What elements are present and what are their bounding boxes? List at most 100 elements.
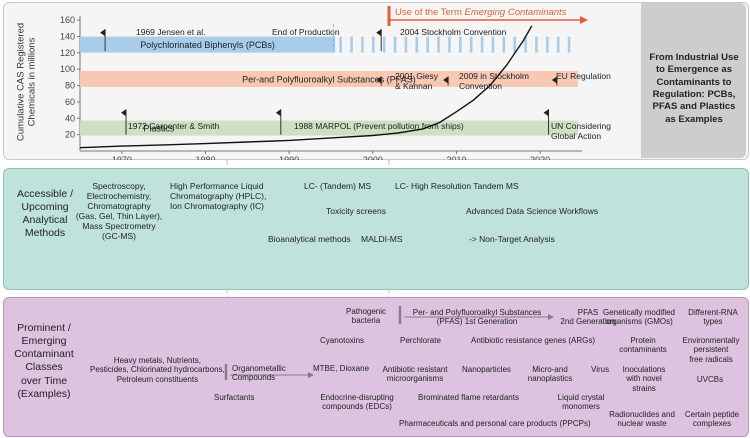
contaminant-lcm: Liquid crystal monomers (557, 393, 605, 412)
pcb-dash (524, 36, 527, 53)
event-label-6: 1972 Carpenter & Smith (128, 121, 219, 131)
pcb-dash (448, 36, 451, 53)
pcb-dash (502, 36, 506, 53)
contaminant-radionuclides: Radionuclides and nuclear waste (609, 410, 675, 429)
y-tick-label: 160 (60, 15, 75, 25)
pcb-dash (415, 36, 419, 53)
pcb-dash (361, 36, 364, 53)
contaminant-pfas-2nd: PFAS 2nd Generation (560, 308, 616, 327)
pcb-dash (437, 36, 440, 53)
pcb-dash (393, 36, 397, 53)
era-label: Use of the Term Emerging Contaminants (395, 7, 567, 18)
pcb-dash (469, 36, 473, 53)
method-toxicity-screens: Toxicity screens (326, 206, 386, 216)
event-label-4: Convention (459, 81, 502, 91)
y-tick-label: 140 (60, 31, 75, 41)
methods-panel (3, 168, 749, 290)
x-tick-label: 1990 (279, 155, 299, 160)
pcb-dash (371, 36, 375, 53)
band-2 (80, 120, 578, 136)
contaminant-inoculations: Inoculations with novel strains (622, 365, 666, 393)
y-tick-label: 80 (65, 81, 75, 91)
contaminant-uvcbs: UVCBs (696, 375, 724, 384)
side-summary-text: From Industrial Use to Emergence as Cont… (649, 52, 739, 125)
event-flag-icon-5 (551, 76, 557, 84)
contaminant-ppcps: Pharmaceuticals and personal care produc… (399, 419, 591, 428)
event-flag-icon-4 (443, 76, 449, 84)
event-label-3: & Kannan (395, 81, 433, 91)
cas-growth-chart: Use of the Term Emerging Contaminants 20… (60, 6, 611, 160)
event-label-7: 1988 MARPOL (Prevent pollution from ship… (294, 121, 464, 131)
band-1 (80, 71, 578, 87)
event-label-8: UN Considering (551, 121, 611, 131)
pcb-dash (535, 36, 538, 53)
pcb-dash (350, 36, 353, 53)
pcb-dash (480, 36, 484, 53)
x-tick-label: 2020 (530, 155, 550, 160)
pcb-dash (426, 36, 429, 53)
y-tick-label: 40 (65, 113, 75, 123)
band-label-0: Polychlorinated Biphenyls (PCBs) (140, 40, 275, 50)
event-flag-icon-7 (275, 109, 281, 117)
y-axis-label-text: Cumulative CAS Registered Chemicals in m… (15, 22, 38, 142)
contaminant-args: Antibiotic resistance genes (ARGs) (471, 336, 596, 345)
method-lc-tandem-ms: LC- (Tandem) MS (304, 181, 372, 191)
method-data-science: Advanced Data Science Workflows (466, 206, 599, 216)
contaminant-nanoparticles: Nanoparticles (462, 365, 511, 374)
contaminant-gmos: Genetically modified organisms (GMOs) (602, 308, 676, 327)
event-flag-icon-0 (100, 29, 106, 37)
contaminant-virus: Virus (591, 365, 610, 374)
contaminant-pfas-1st: Per- and Polyfluoroalkyl Substances (PFA… (412, 308, 542, 327)
event-label-0: 1969 Jensen et al. (136, 27, 205, 37)
contaminant-protein: Protein contaminants (619, 336, 667, 355)
method-hplc: High Performance Liquid Chromatography (… (170, 181, 267, 212)
contaminants-title: Prominent / Emerging Contaminant Classes… (14, 322, 74, 400)
band-0 (80, 36, 336, 53)
method-non-target: -> Non-Target Analysis (469, 234, 555, 244)
y-tick-label: 120 (60, 48, 75, 58)
contaminant-mtbe: MTBE, Dioxane (313, 364, 370, 373)
method-bioanalytical: Bioanalytical methods (268, 234, 351, 244)
band-label-1: Per-and Polyfluoroalkyl Substances (PFAS… (242, 75, 416, 85)
pcb-dash (546, 36, 549, 53)
contaminant-microplastics: Micro-and nanoplastics (527, 365, 573, 384)
event-label-5: EU Regulation (556, 71, 611, 81)
y-tick-label: 100 (60, 64, 75, 74)
event-label-8: Global Action (551, 131, 601, 141)
event-label-1: End of Production (272, 27, 340, 37)
method-lc-hr-tandem-ms: LC- High Resolution Tandem MS (395, 181, 519, 191)
event-flag-icon-6 (121, 109, 127, 117)
event-label-2: 2004 Stockholm Convention (400, 27, 507, 37)
contaminant-cyanotoxins: Cyanotoxins (320, 336, 365, 345)
x-tick-label: 2000 (363, 155, 383, 160)
event-label-3: 2001 Giesy (395, 71, 439, 81)
event-flag-icon-2 (376, 29, 382, 37)
contaminant-perchlorate: Perchlorate (400, 336, 441, 345)
contaminants-panel (3, 297, 749, 437)
pcb-dash (513, 36, 516, 53)
pcb-dash (382, 36, 386, 53)
contaminant-surfactants: Surfactants (214, 393, 255, 402)
contaminant-organometallic: Organometallic Compounds (232, 364, 286, 383)
y-axis-label: Cumulative CAS Registered Chemicals in m… (12, 18, 42, 146)
pcb-dash (556, 36, 560, 53)
contaminant-peptide: Certain peptide complexes (684, 410, 740, 429)
cas-curve (79, 25, 533, 149)
y-tick-label: 20 (65, 130, 75, 140)
pcb-dash (339, 36, 342, 53)
pcb-dash (404, 36, 408, 53)
era-arrow-head-icon (580, 16, 588, 24)
x-tick-label: 1970 (112, 155, 132, 160)
method-classic: Spectroscopy, Electrochemistry, Chromato… (75, 181, 163, 242)
contaminant-bfr: Brominated flame retardants (418, 393, 519, 402)
event-label-4: 2009 in Stockholm (459, 71, 529, 81)
contaminant-edcs: Endocrine-disrupting compounds (EDCs) (320, 393, 394, 412)
event-flag-icon-8 (543, 109, 549, 117)
event-flag-icon-3 (376, 76, 382, 84)
methods-title: Accessible / Upcoming Analytical Methods (16, 188, 74, 240)
method-maldi-ms: MALDI-MS (361, 234, 403, 244)
contaminant-rna: Different-RNA types (688, 308, 738, 327)
contaminant-pathogenic-bacteria: Pathogenic bacteria (345, 307, 387, 326)
contaminant-antibiotic-resistant: Antibiotic resistant microorganisms (382, 365, 448, 384)
side-summary-panel (641, 3, 746, 158)
